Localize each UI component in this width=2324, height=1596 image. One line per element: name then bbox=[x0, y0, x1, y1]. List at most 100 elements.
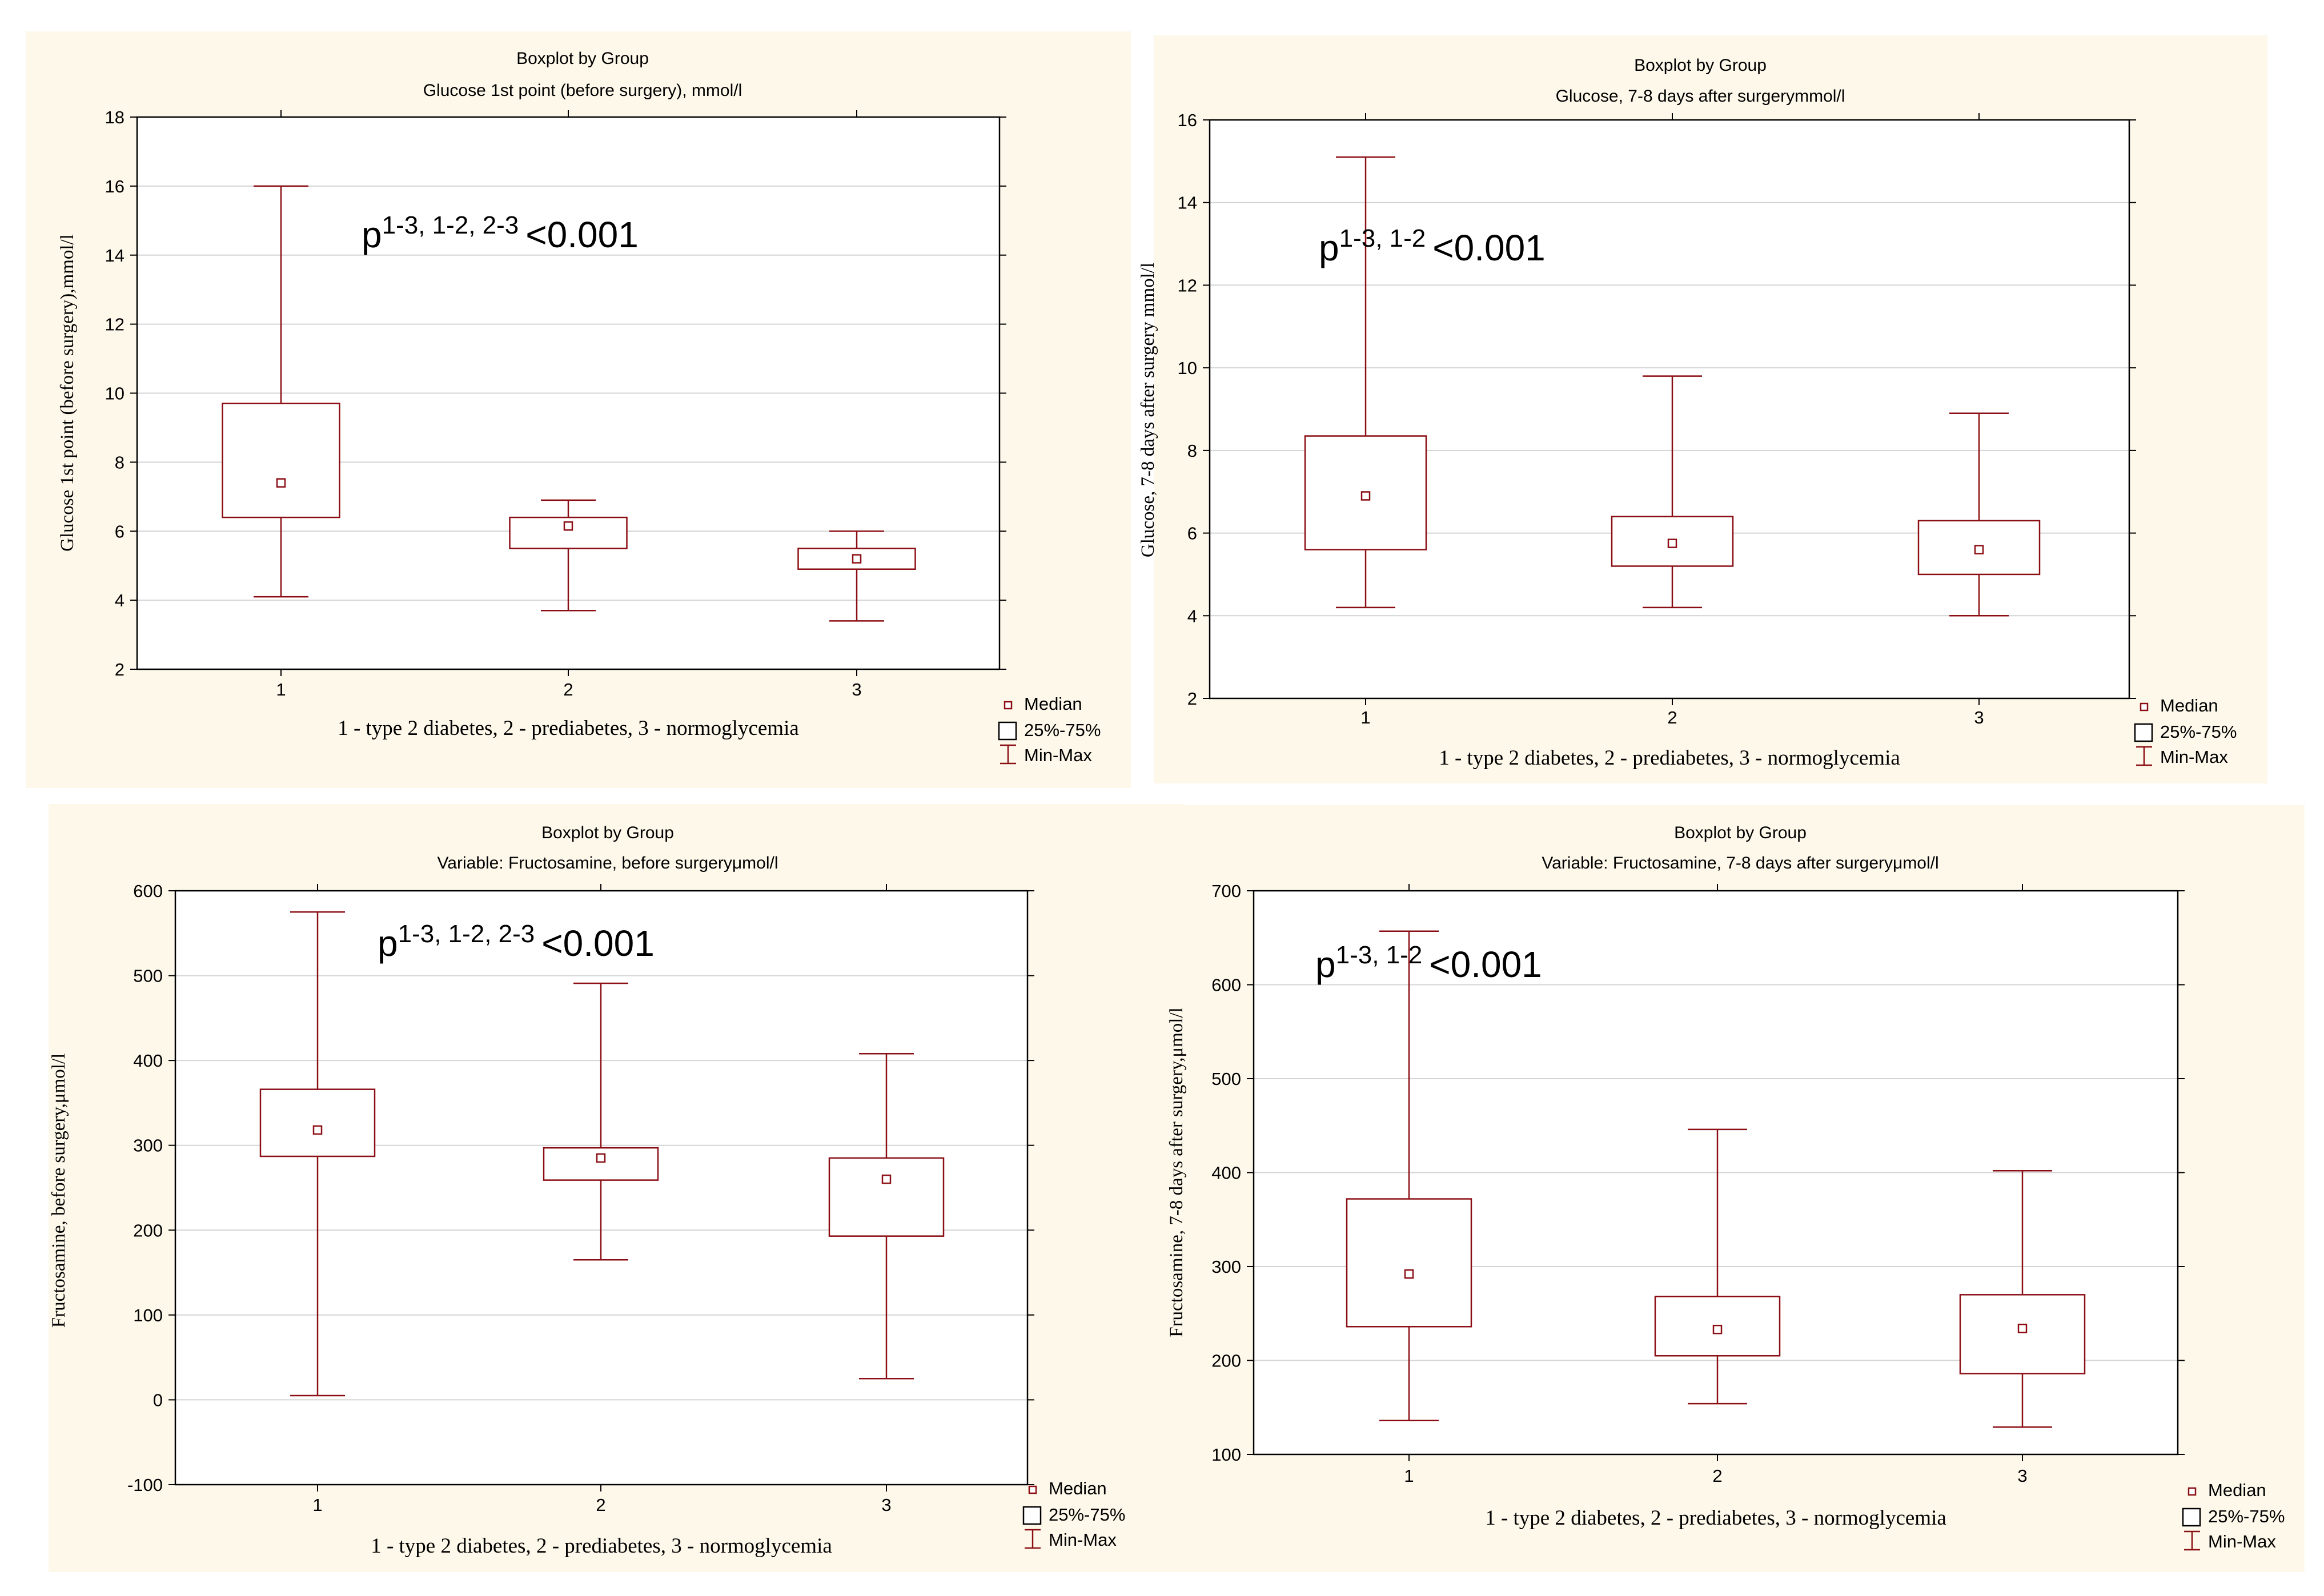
fructosamine-after-legend-box: 25%-75% bbox=[2208, 1506, 2285, 1526]
fructosamine-after-ytick-label: 600 bbox=[1211, 975, 1241, 995]
glucose-before-legend-median: Median bbox=[1024, 694, 1082, 714]
glucose-after-plot-area bbox=[1210, 120, 2129, 698]
glucose-after-ytick-label: 8 bbox=[1187, 441, 1197, 461]
fructosamine-before-ytick-label: 0 bbox=[153, 1390, 163, 1410]
fructosamine-before-iqr-box bbox=[828, 1157, 945, 1237]
glucose-after-median-marker bbox=[1360, 491, 1371, 501]
fructosamine-after-median-marker bbox=[1712, 1324, 1723, 1334]
fructosamine-after-pvalue-annotation: p1-3, 1-2 <0.001 bbox=[1315, 941, 1542, 985]
glucose-before-ytick-label: 8 bbox=[115, 452, 125, 472]
glucose-after-xlabel: 1 - type 2 diabetes, 2 - prediabetes, 3 … bbox=[1439, 746, 1900, 770]
fructosamine-before-legend-median: Median bbox=[1049, 1478, 1107, 1498]
fructosamine-before-xtick-label: 2 bbox=[596, 1495, 605, 1515]
fructosamine-after-ytick-label: 700 bbox=[1211, 881, 1241, 901]
glucose-before-xtick-label: 2 bbox=[563, 680, 573, 699]
fructosamine-after-plot-frame bbox=[1253, 890, 2179, 1456]
fructosamine-before-ytick-label: 200 bbox=[133, 1220, 163, 1240]
fructosamine-before-legend-box: 25%-75% bbox=[1049, 1505, 1125, 1525]
fructosamine-after-xtick-label: 3 bbox=[2017, 1466, 2027, 1486]
glucose-before-ytick-label: 18 bbox=[105, 107, 125, 127]
fructosamine-after-legend-median-icon bbox=[2187, 1487, 2197, 1496]
glucose-after-pvalue-annotation: p1-3, 1-2 <0.001 bbox=[1319, 224, 1546, 268]
glucose-before-legend-median-icon bbox=[1004, 701, 1013, 710]
fructosamine-before-ytick-label: 500 bbox=[133, 966, 163, 986]
glucose-before-ytick-label: 14 bbox=[105, 246, 125, 266]
glucose-before-ytick-label: 6 bbox=[115, 521, 125, 541]
glucose-after-median-marker bbox=[1974, 545, 1984, 554]
glucose-after-ytick-label: 16 bbox=[1178, 110, 1197, 130]
fructosamine-before-subtitle: Variable: Fructosamine, before surgeryμm… bbox=[437, 854, 778, 873]
fructosamine-after-median-marker bbox=[2017, 1324, 2028, 1333]
fructosamine-before-legend-whisker: Min-Max bbox=[1049, 1530, 1117, 1550]
glucose-after-ytick-label: 10 bbox=[1178, 358, 1197, 378]
fructosamine-before-legend-median-icon bbox=[1028, 1485, 1037, 1494]
glucose-before-ytick-label: 12 bbox=[105, 315, 125, 335]
fructosamine-before-ytick-label: 400 bbox=[133, 1051, 163, 1071]
fructosamine-after-title: Boxplot by Group bbox=[1674, 823, 1807, 842]
fructosamine-after-legend-box-icon bbox=[2182, 1507, 2201, 1527]
glucose-after-ytick-label: 2 bbox=[1187, 689, 1197, 709]
glucose-before-ylabel: Glucose 1st point (before surgery),mmol/… bbox=[57, 234, 78, 552]
fructosamine-before-ytick-label: 300 bbox=[133, 1136, 163, 1156]
glucose-before-ytick-label: 10 bbox=[105, 384, 125, 404]
glucose-before-iqr-box bbox=[222, 403, 340, 518]
fructosamine-after-ytick-label: 100 bbox=[1211, 1445, 1241, 1465]
fructosamine-before-ylabel: Fructosamine, before surgery,μmol/l bbox=[49, 1054, 69, 1328]
fructosamine-before-legend-box-icon bbox=[1022, 1506, 1042, 1525]
glucose-before-xtick-label: 1 bbox=[276, 680, 286, 699]
fructosamine-before-median-marker bbox=[596, 1153, 606, 1163]
fructosamine-after-legend-whisker: Min-Max bbox=[2208, 1531, 2276, 1551]
glucose-before-xtick-label: 3 bbox=[852, 680, 861, 699]
glucose-after-ytick-label: 14 bbox=[1178, 193, 1197, 213]
fructosamine-after-iqr-box bbox=[1346, 1198, 1472, 1328]
glucose-before-legend-box-icon bbox=[998, 721, 1017, 741]
glucose-after-legend-box: 25%-75% bbox=[2160, 722, 2237, 742]
fructosamine-before-xlabel: 1 - type 2 diabetes, 2 - prediabetes, 3 … bbox=[371, 1534, 832, 1558]
fructosamine-after-xtick-label: 2 bbox=[1712, 1466, 1722, 1486]
fructosamine-before-ytick-label: 600 bbox=[133, 881, 163, 901]
glucose-after-legend-median: Median bbox=[2160, 696, 2218, 715]
glucose-before-legend-whisker: Min-Max bbox=[1024, 745, 1092, 765]
fructosamine-after-ylabel: Fructosamine, 7-8 days after surgery,μmo… bbox=[1166, 1007, 1187, 1337]
glucose-before-median-marker bbox=[852, 554, 862, 564]
glucose-after-ytick-label: 4 bbox=[1187, 606, 1197, 626]
glucose-after-median-marker bbox=[1667, 538, 1677, 548]
glucose-before-ytick-label: 2 bbox=[115, 660, 125, 680]
fructosamine-before-ytick-label: 100 bbox=[133, 1305, 163, 1325]
glucose-before-median-marker bbox=[563, 521, 573, 531]
fructosamine-after-ytick-label: 500 bbox=[1211, 1069, 1241, 1089]
fructosamine-after-subtitle: Variable: Fructosamine, 7-8 days after s… bbox=[1542, 854, 1938, 873]
fructosamine-before-xtick-label: 3 bbox=[881, 1495, 891, 1515]
fructosamine-before-xtick-label: 1 bbox=[312, 1495, 322, 1515]
glucose-after-xtick-label: 3 bbox=[1974, 707, 1984, 727]
glucose-after-title: Boxplot by Group bbox=[1634, 56, 1767, 75]
glucose-before-legend-box: 25%-75% bbox=[1024, 720, 1101, 740]
fructosamine-after-legend-median: Median bbox=[2208, 1480, 2266, 1500]
glucose-after-ytick-label: 6 bbox=[1187, 524, 1197, 544]
fructosamine-after-ytick-label: 300 bbox=[1211, 1257, 1241, 1277]
fructosamine-before-pvalue-annotation: p1-3, 1-2, 2-3 <0.001 bbox=[378, 920, 655, 964]
fructosamine-before-ytick-label: -100 bbox=[127, 1475, 163, 1495]
glucose-after-xtick-label: 2 bbox=[1667, 707, 1677, 727]
fructosamine-after-xlabel: 1 - type 2 diabetes, 2 - prediabetes, 3 … bbox=[1485, 1506, 1946, 1530]
glucose-before-ytick-label: 4 bbox=[115, 590, 125, 610]
fructosamine-before-iqr-box bbox=[543, 1147, 659, 1181]
glucose-before-ytick-label: 16 bbox=[105, 176, 125, 196]
glucose-before-subtitle: Glucose 1st point (before surgery), mmol… bbox=[423, 81, 742, 100]
glucose-after-legend-median-icon bbox=[2140, 702, 2149, 711]
fructosamine-before-iqr-box bbox=[259, 1088, 376, 1157]
fructosamine-after-ytick-label: 400 bbox=[1211, 1163, 1241, 1183]
fructosamine-before-title: Boxplot by Group bbox=[541, 823, 674, 842]
glucose-after-ytick-label: 12 bbox=[1178, 275, 1197, 295]
fructosamine-after-ytick-label: 200 bbox=[1211, 1351, 1241, 1371]
glucose-before-median-marker bbox=[276, 478, 286, 488]
fructosamine-after-xtick-label: 1 bbox=[1404, 1466, 1414, 1486]
glucose-after-xtick-label: 1 bbox=[1360, 707, 1370, 727]
glucose-after-ylabel: Glucose, 7-8 days after surgery mmol/l bbox=[1138, 263, 1158, 557]
glucose-after-legend-whisker: Min-Max bbox=[2160, 747, 2228, 767]
glucose-before-pvalue-annotation: p1-3, 1-2, 2-3 <0.001 bbox=[362, 211, 639, 255]
fructosamine-before-median-marker bbox=[312, 1125, 323, 1135]
glucose-before-xlabel: 1 - type 2 diabetes, 2 - prediabetes, 3 … bbox=[338, 717, 799, 740]
fructosamine-before-median-marker bbox=[881, 1174, 892, 1184]
